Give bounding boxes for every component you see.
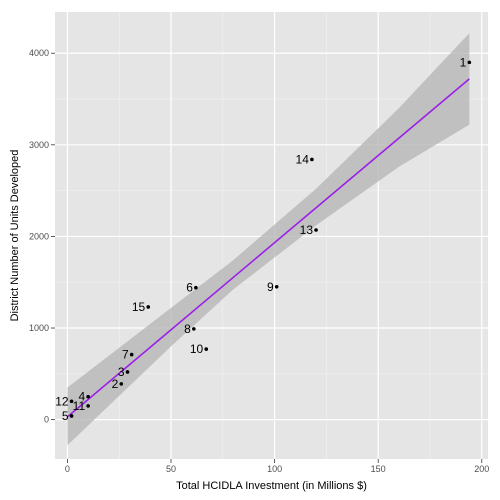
point-label-8: 8: [184, 322, 191, 336]
y-axis: 0 1000 2000 3000 4000: [29, 48, 55, 424]
data-point-7: [130, 353, 134, 357]
x-axis: 0 50 100 150 200: [65, 459, 489, 474]
point-label-5: 5: [62, 409, 69, 423]
y-tick-label: 0: [44, 415, 49, 425]
y-axis-title: District Number of Units Developed: [9, 150, 21, 322]
y-tick-label: 4000: [29, 48, 49, 58]
data-point-9: [275, 285, 279, 289]
point-label-1: 1: [460, 55, 467, 69]
x-tick-label: 100: [267, 464, 282, 474]
point-label-11: 11: [73, 399, 86, 413]
point-label-7: 7: [122, 348, 129, 362]
data-point-15: [146, 305, 150, 309]
data-point-1: [468, 61, 472, 65]
y-tick-label: 3000: [29, 140, 49, 150]
data-point-10: [204, 347, 208, 351]
point-label-14: 14: [296, 152, 310, 166]
point-label-3: 3: [118, 365, 125, 379]
y-tick-label: 1000: [29, 323, 49, 333]
data-point-6: [194, 286, 198, 290]
x-tick-label: 0: [65, 464, 70, 474]
point-label-2: 2: [112, 377, 119, 391]
x-tick-label: 150: [371, 464, 386, 474]
point-label-6: 6: [186, 281, 193, 295]
data-point-8: [192, 327, 196, 331]
data-point-2: [119, 382, 123, 386]
data-point-5: [70, 414, 74, 418]
data-point-11: [86, 404, 90, 408]
point-label-10: 10: [190, 342, 204, 356]
x-tick-label: 50: [166, 464, 176, 474]
data-point-4: [86, 395, 90, 399]
x-tick-label: 200: [474, 464, 489, 474]
point-label-9: 9: [267, 280, 274, 294]
point-label-12: 12: [55, 394, 69, 408]
data-point-13: [314, 228, 318, 232]
data-point-3: [126, 370, 130, 374]
data-point-14: [310, 158, 314, 162]
y-tick-label: 2000: [29, 231, 49, 241]
x-axis-title: Total HCIDLA Investment (in Millions $): [176, 480, 367, 492]
point-label-13: 13: [300, 223, 314, 237]
point-label-15: 15: [132, 300, 146, 314]
